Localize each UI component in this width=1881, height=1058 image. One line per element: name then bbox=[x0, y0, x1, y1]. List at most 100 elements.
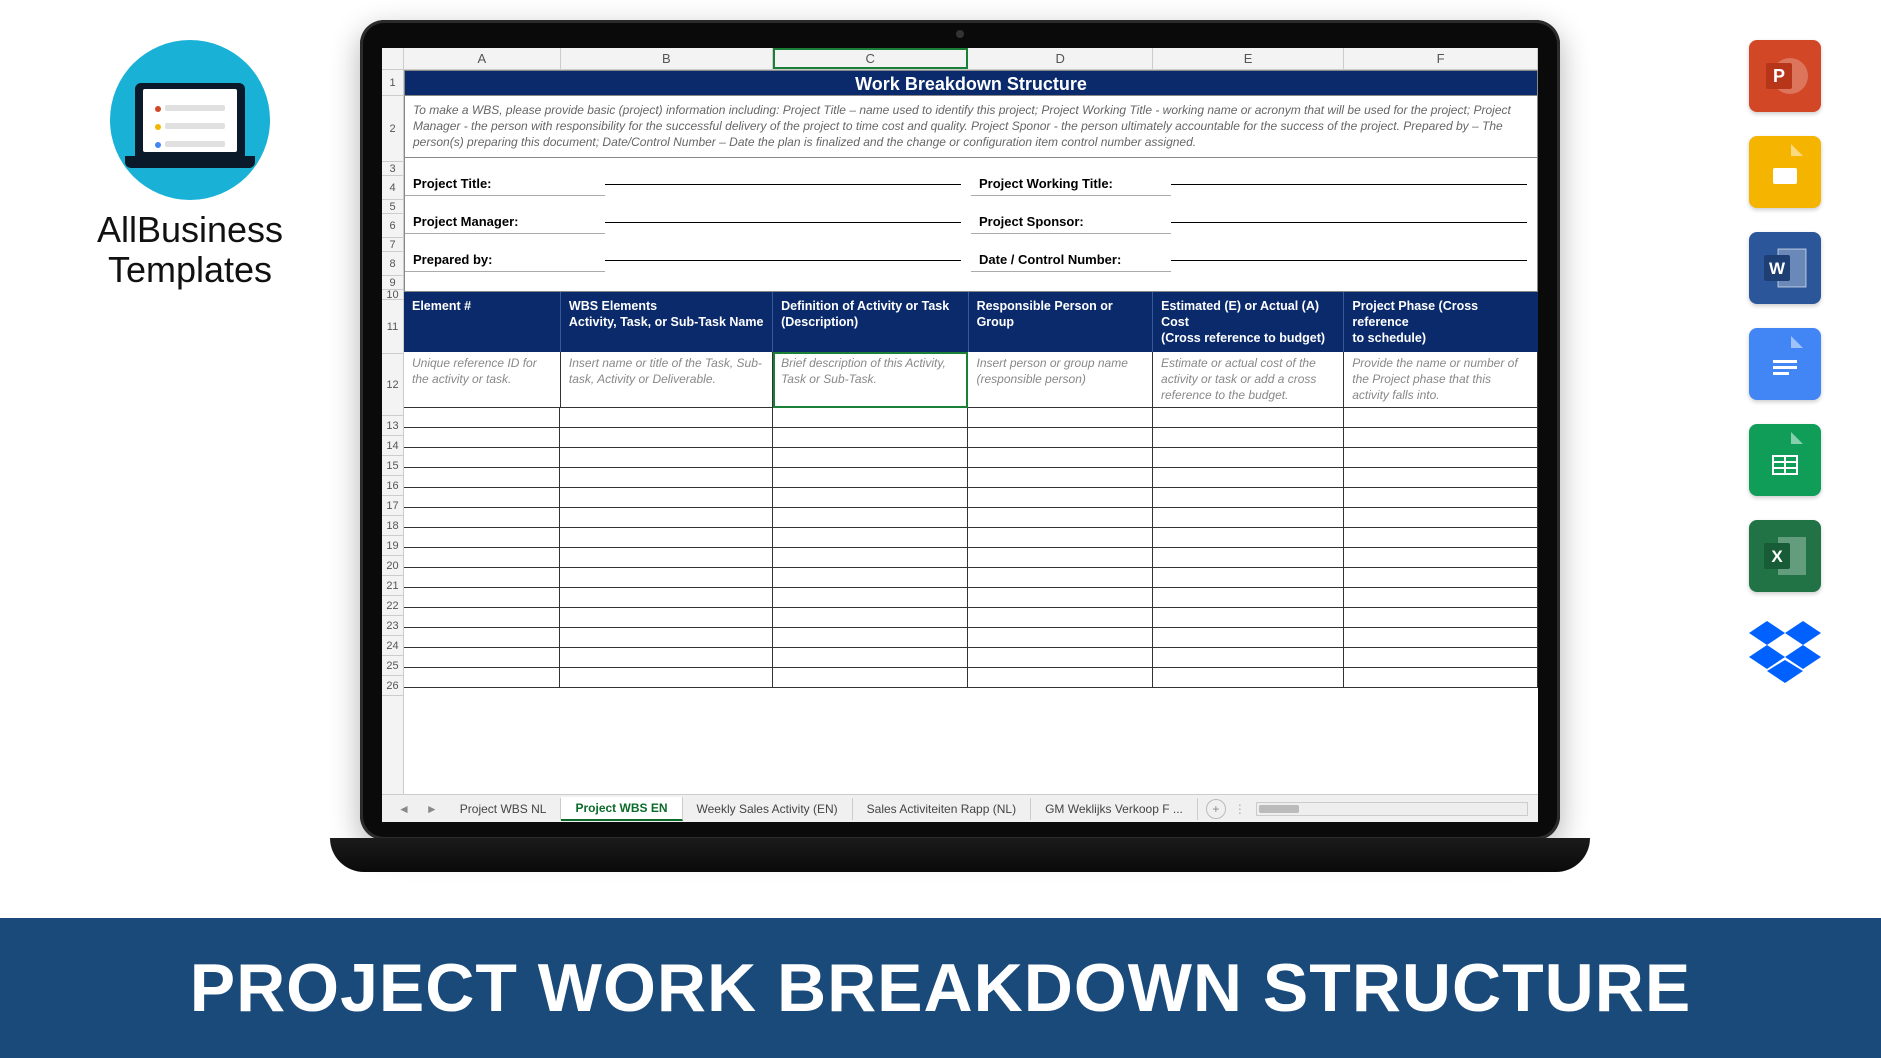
table-cell[interactable] bbox=[404, 568, 560, 588]
table-cell[interactable] bbox=[560, 528, 773, 548]
table-cell[interactable] bbox=[1344, 668, 1538, 688]
tab-weekly-sales[interactable]: Weekly Sales Activity (EN) bbox=[683, 798, 853, 820]
table-cell[interactable] bbox=[560, 508, 773, 528]
table-row[interactable] bbox=[404, 428, 1538, 448]
row-header[interactable]: 21 bbox=[382, 576, 403, 596]
table-cell[interactable] bbox=[1344, 568, 1538, 588]
col-header-C[interactable]: C bbox=[773, 48, 968, 69]
table-row[interactable] bbox=[404, 628, 1538, 648]
table-cell[interactable] bbox=[1344, 508, 1538, 528]
table-cell[interactable] bbox=[1153, 468, 1344, 488]
table-cell[interactable] bbox=[404, 508, 560, 528]
row-header[interactable]: 11 bbox=[382, 300, 403, 354]
table-cell[interactable] bbox=[773, 548, 969, 568]
table-cell[interactable] bbox=[1153, 668, 1344, 688]
table-cell[interactable] bbox=[560, 548, 773, 568]
tab-nav-prev[interactable]: ◄ bbox=[390, 802, 418, 816]
table-cell[interactable] bbox=[1344, 588, 1538, 608]
table-cell[interactable] bbox=[1344, 488, 1538, 508]
table-cell[interactable] bbox=[968, 448, 1152, 468]
hint-definition[interactable]: Brief description of this Activity, Task… bbox=[773, 352, 968, 408]
table-cell[interactable] bbox=[560, 568, 773, 588]
row-header[interactable]: 26 bbox=[382, 676, 403, 696]
row-header[interactable]: 18 bbox=[382, 516, 403, 536]
table-cell[interactable] bbox=[1344, 648, 1538, 668]
table-row[interactable] bbox=[404, 528, 1538, 548]
table-cell[interactable] bbox=[404, 528, 560, 548]
table-cell[interactable] bbox=[968, 588, 1152, 608]
table-cell[interactable] bbox=[1153, 648, 1344, 668]
row-header[interactable]: 5 bbox=[382, 200, 403, 214]
table-row[interactable] bbox=[404, 548, 1538, 568]
table-cell[interactable] bbox=[968, 608, 1152, 628]
row-header[interactable]: 15 bbox=[382, 456, 403, 476]
table-cell[interactable] bbox=[968, 648, 1152, 668]
table-cell[interactable] bbox=[404, 448, 560, 468]
table-cell[interactable] bbox=[1153, 568, 1344, 588]
table-cell[interactable] bbox=[1153, 408, 1344, 428]
row-header[interactable]: 1 bbox=[382, 70, 403, 96]
table-cell[interactable] bbox=[1153, 628, 1344, 648]
table-cell[interactable] bbox=[773, 428, 969, 448]
table-cell[interactable] bbox=[1153, 488, 1344, 508]
table-cell[interactable] bbox=[1153, 428, 1344, 448]
hint-responsible[interactable]: Insert person or group name (responsible… bbox=[968, 352, 1153, 408]
hint-wbs[interactable]: Insert name or title of the Task, Sub-ta… bbox=[561, 352, 773, 408]
input-prepared-by[interactable] bbox=[605, 260, 961, 261]
table-cell[interactable] bbox=[404, 648, 560, 668]
table-row[interactable] bbox=[404, 568, 1538, 588]
input-working-title[interactable] bbox=[1171, 184, 1527, 185]
table-cell[interactable] bbox=[1153, 588, 1344, 608]
row-header[interactable]: 12 bbox=[382, 354, 403, 416]
table-row[interactable] bbox=[404, 588, 1538, 608]
table-cell[interactable] bbox=[773, 568, 969, 588]
row-header[interactable]: 24 bbox=[382, 636, 403, 656]
table-cell[interactable] bbox=[773, 608, 969, 628]
table-cell[interactable] bbox=[560, 668, 773, 688]
table-cell[interactable] bbox=[968, 468, 1152, 488]
tab-project-wbs-en[interactable]: Project WBS EN bbox=[561, 797, 682, 821]
tab-gm-weklijks[interactable]: GM Weklijks Verkoop F ... bbox=[1031, 798, 1198, 820]
table-cell[interactable] bbox=[1344, 448, 1538, 468]
table-cell[interactable] bbox=[1153, 608, 1344, 628]
row-header[interactable]: 16 bbox=[382, 476, 403, 496]
table-cell[interactable] bbox=[773, 528, 969, 548]
hint-element[interactable]: Unique reference ID for the activity or … bbox=[404, 352, 561, 408]
col-header-B[interactable]: B bbox=[561, 48, 773, 69]
row-header[interactable]: 6 bbox=[382, 214, 403, 238]
row-header[interactable]: 8 bbox=[382, 252, 403, 276]
row-header[interactable]: 7 bbox=[382, 238, 403, 252]
table-cell[interactable] bbox=[1344, 428, 1538, 448]
tab-nav-next[interactable]: ► bbox=[418, 802, 446, 816]
table-row[interactable] bbox=[404, 448, 1538, 468]
table-cell[interactable] bbox=[968, 488, 1152, 508]
table-cell[interactable] bbox=[773, 408, 969, 428]
table-cell[interactable] bbox=[1153, 508, 1344, 528]
table-cell[interactable] bbox=[560, 488, 773, 508]
table-row[interactable] bbox=[404, 508, 1538, 528]
input-project-sponsor[interactable] bbox=[1171, 222, 1527, 223]
input-date-control[interactable] bbox=[1171, 260, 1527, 261]
table-row[interactable] bbox=[404, 408, 1538, 428]
row-header[interactable]: 25 bbox=[382, 656, 403, 676]
row-header[interactable]: 4 bbox=[382, 176, 403, 200]
hint-cost[interactable]: Estimate or actual cost of the activity … bbox=[1153, 352, 1344, 408]
table-row[interactable] bbox=[404, 468, 1538, 488]
row-header[interactable]: 22 bbox=[382, 596, 403, 616]
table-cell[interactable] bbox=[404, 488, 560, 508]
row-header[interactable]: 20 bbox=[382, 556, 403, 576]
table-cell[interactable] bbox=[1344, 628, 1538, 648]
table-cell[interactable] bbox=[404, 408, 560, 428]
row-header[interactable]: 23 bbox=[382, 616, 403, 636]
row-header[interactable]: 10 bbox=[382, 290, 403, 300]
table-cell[interactable] bbox=[404, 548, 560, 568]
col-header-A[interactable]: A bbox=[404, 48, 561, 69]
table-cell[interactable] bbox=[968, 408, 1152, 428]
table-cell[interactable] bbox=[1344, 408, 1538, 428]
table-cell[interactable] bbox=[404, 428, 560, 448]
table-cell[interactable] bbox=[968, 508, 1152, 528]
table-cell[interactable] bbox=[560, 608, 773, 628]
table-cell[interactable] bbox=[773, 448, 969, 468]
table-cell[interactable] bbox=[968, 528, 1152, 548]
table-cell[interactable] bbox=[560, 468, 773, 488]
